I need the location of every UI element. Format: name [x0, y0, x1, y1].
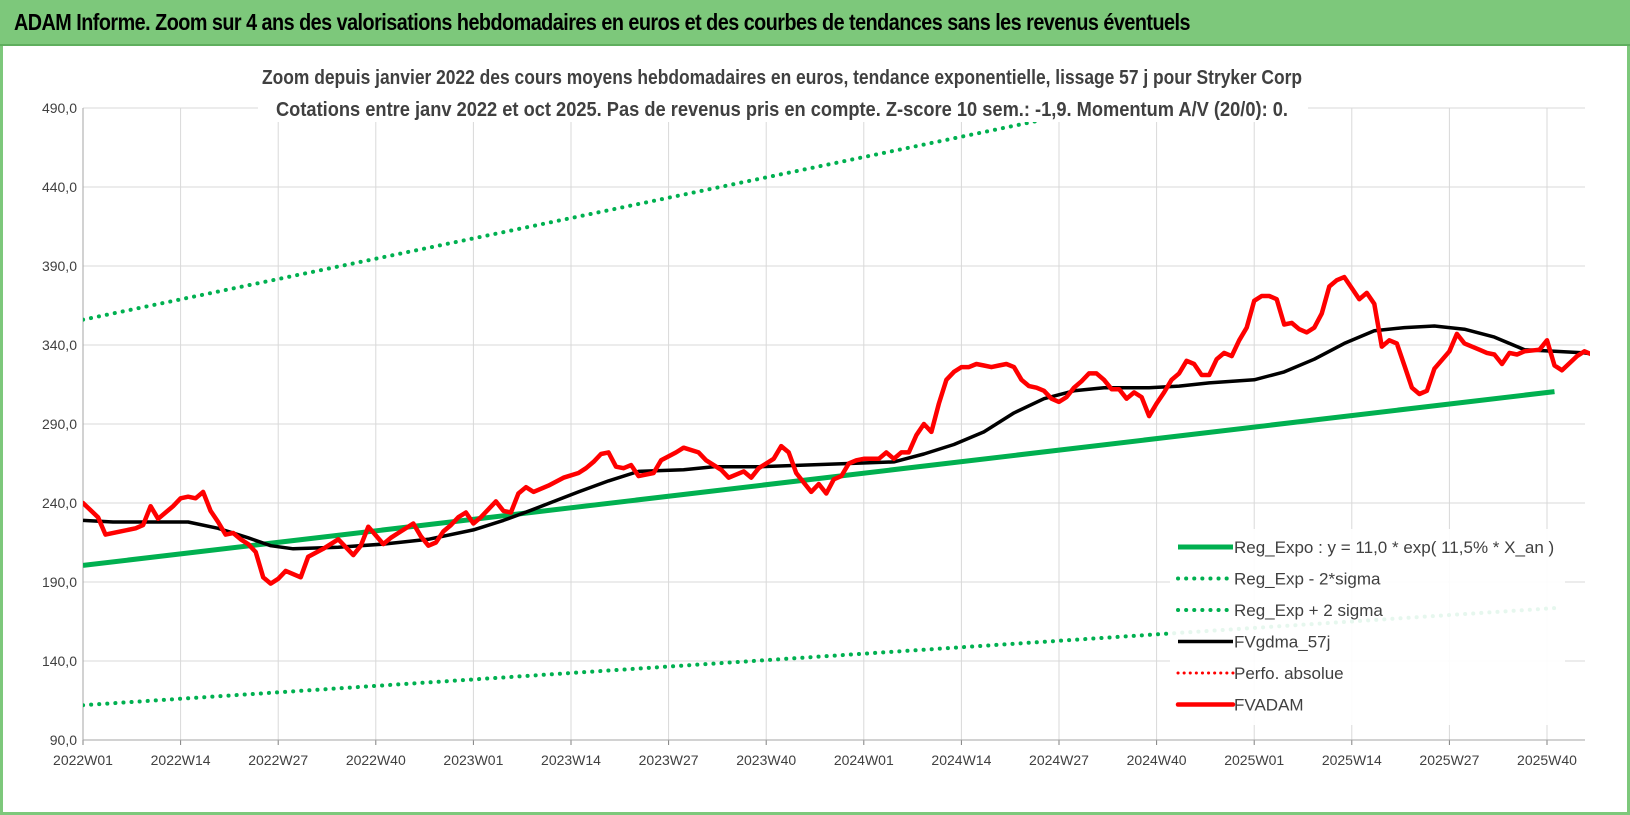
- legend-label: FVgdma_57j: [1234, 633, 1330, 652]
- x-tick-label: 2024W27: [1029, 752, 1089, 768]
- legend-label: FVADAM: [1234, 696, 1304, 715]
- x-tick-label: 2022W40: [346, 752, 406, 768]
- legend-label: Reg_Exp - 2*sigma: [1234, 570, 1381, 589]
- chart-frame: [0, 46, 1630, 815]
- x-tick-label: 2024W14: [931, 752, 991, 768]
- header-bar: ADAM Informe. Zoom sur 4 ans des valoris…: [0, 0, 1630, 46]
- x-tick-label: 2022W27: [248, 752, 308, 768]
- page-title: ADAM Informe. Zoom sur 4 ans des valoris…: [14, 9, 1190, 35]
- x-tick-label: 2025W14: [1322, 752, 1382, 768]
- y-tick-label: 90,0: [50, 732, 77, 748]
- y-tick-label: 240,0: [42, 495, 77, 511]
- x-tick-label: 2023W27: [639, 752, 699, 768]
- y-tick-label: 490,0: [42, 100, 77, 116]
- x-tick-label: 2022W01: [53, 752, 113, 768]
- legend-label: Reg_Exp + 2 sigma: [1234, 601, 1383, 620]
- series-line-5: [83, 274, 1590, 586]
- y-tick-label: 440,0: [42, 179, 77, 195]
- x-tick-label: 2023W01: [443, 752, 503, 768]
- x-tick-label: 2023W14: [541, 752, 601, 768]
- legend-label: Reg_Expo : y = 11,0 * exp( 11,5% * X_an …: [1234, 538, 1554, 557]
- chart-title-background: [258, 56, 1308, 122]
- x-tick-label: 2025W27: [1419, 752, 1479, 768]
- x-tick-label: 2025W40: [1517, 752, 1577, 768]
- chart-title: Zoom depuis janvier 2022 des cours moyen…: [262, 67, 1302, 89]
- series-line-0: [83, 389, 1555, 568]
- x-tick-label: 2025W01: [1224, 752, 1284, 768]
- x-tick-label: 2023W40: [736, 752, 796, 768]
- x-tick-label: 2024W40: [1127, 752, 1187, 768]
- x-tick-label: 2022W14: [151, 752, 211, 768]
- y-tick-label: 290,0: [42, 416, 77, 432]
- chart-subtitle: Cotations entre janv 2022 et oct 2025. P…: [276, 99, 1288, 121]
- y-tick-label: 390,0: [42, 258, 77, 274]
- series-line-3: [83, 324, 1590, 551]
- x-tick-label: 2024W01: [834, 752, 894, 768]
- y-tick-label: 190,0: [42, 574, 77, 590]
- y-tick-label: 340,0: [42, 337, 77, 353]
- series-line-2: [83, 96, 1167, 322]
- legend-background: [1170, 529, 1565, 725]
- y-tick-label: 140,0: [42, 653, 77, 669]
- plot-area: [83, 96, 1590, 708]
- legend-label: Perfo. absolue: [1234, 664, 1344, 683]
- series-line-1: [83, 606, 1557, 708]
